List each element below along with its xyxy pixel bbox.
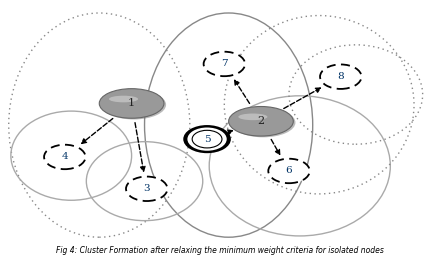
Circle shape: [44, 145, 85, 169]
Text: 5: 5: [204, 135, 210, 144]
Circle shape: [183, 125, 231, 153]
Ellipse shape: [99, 89, 164, 118]
Text: Fig 4: Cluster Formation after relaxing the minimum weight criteria for isolated: Fig 4: Cluster Formation after relaxing …: [56, 246, 384, 255]
Ellipse shape: [231, 108, 296, 137]
Ellipse shape: [238, 113, 268, 120]
Text: 6: 6: [286, 167, 292, 176]
Text: 4: 4: [62, 152, 68, 162]
Text: 3: 3: [143, 184, 150, 193]
Text: 2: 2: [257, 116, 264, 126]
Ellipse shape: [102, 90, 166, 120]
Circle shape: [192, 130, 222, 148]
Circle shape: [204, 52, 245, 76]
Text: 7: 7: [221, 59, 227, 68]
Ellipse shape: [109, 96, 138, 102]
Text: 8: 8: [337, 72, 344, 81]
Circle shape: [126, 177, 167, 201]
Circle shape: [187, 127, 227, 151]
Ellipse shape: [229, 106, 293, 136]
Text: 1: 1: [128, 99, 135, 108]
Circle shape: [268, 159, 310, 183]
Circle shape: [320, 64, 361, 89]
